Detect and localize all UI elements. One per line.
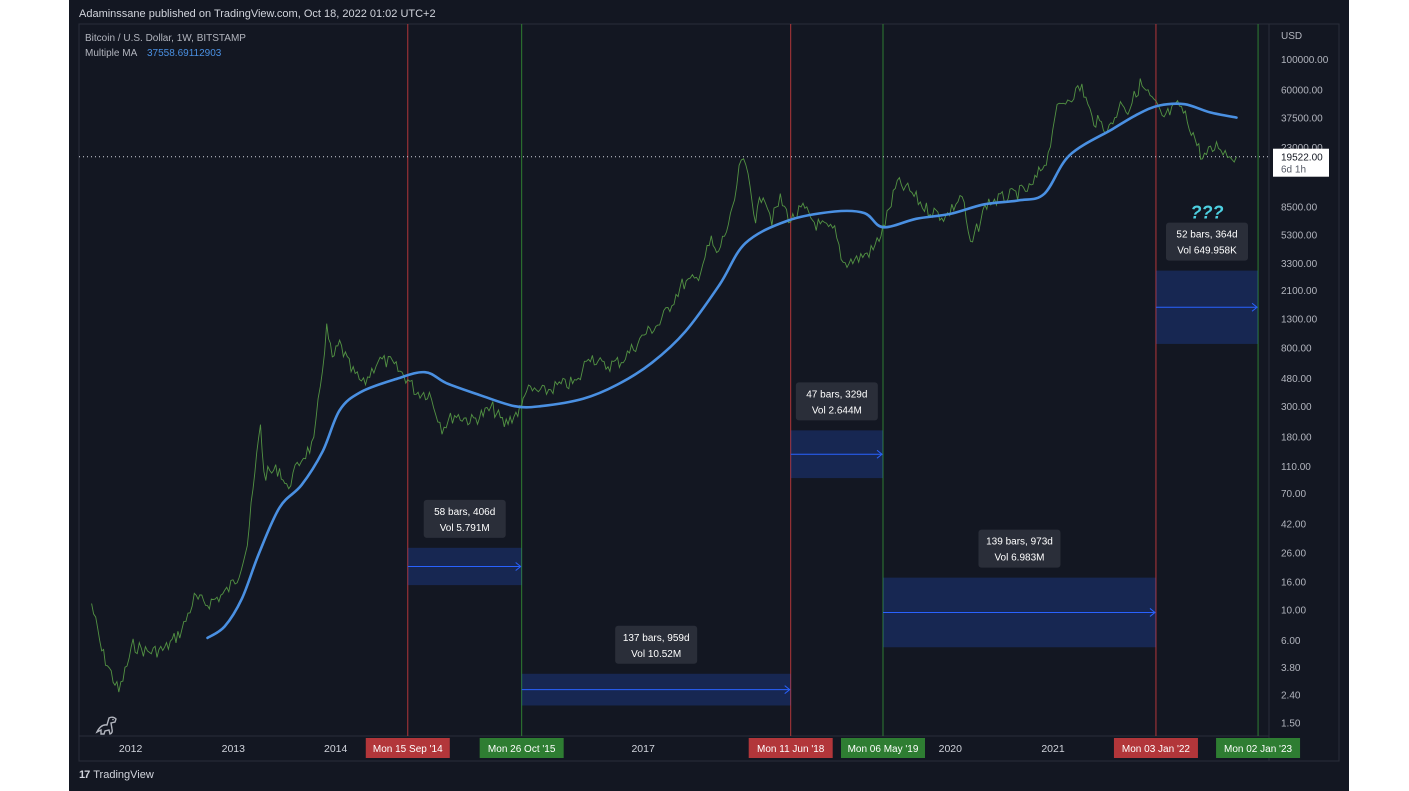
time-axis-marker-badge <box>365 738 450 758</box>
time-axis-tick-label: 2013 <box>222 743 246 755</box>
time-axis-tick-label: 2020 <box>939 743 963 755</box>
range-labels: 58 bars, 406d Vol 5.791M 137 bars, 959d Vol… <box>423 203 1249 664</box>
multiple-ma-line <box>206 102 1238 640</box>
question-annotation: ??? <box>1191 203 1224 223</box>
time-axis-tick-label: 2014 <box>324 743 348 755</box>
price-axis-tick-label: 23000.00 <box>1281 143 1323 154</box>
date-range-arrow-head <box>1251 302 1258 312</box>
price-axis-tick-label: 5300.00 <box>1281 231 1318 242</box>
price-axis-tick-label: 110.00 <box>1281 462 1311 473</box>
time-axis-marker-badge <box>748 738 833 758</box>
date-range-arrow-head <box>1149 608 1156 617</box>
price-axis-tick-label: 800.00 <box>1281 344 1312 355</box>
indicator-value: 37558.69112903 <box>147 48 222 59</box>
price-axis-tick-label: 100000.00 <box>1281 55 1329 66</box>
time-axis-marker-label: Mon 03 Jan '22 <box>1122 744 1191 755</box>
price-axis-tick-label: 300.00 <box>1281 402 1312 413</box>
bar-countdown: 6d 1h <box>1281 165 1306 176</box>
time-axis-marker-label: Mon 02 Jan '23 <box>1224 744 1293 755</box>
time-axis-marker-label: Mon 06 May '19 <box>848 744 919 755</box>
price-axis-tick-label: 6.00 <box>1281 636 1301 647</box>
date-range-volume-label: Vol 10.52M <box>631 649 681 660</box>
price-axis-tick-label: 8500.00 <box>1281 202 1318 213</box>
date-range-volume-label: Vol 5.791M <box>440 523 490 534</box>
price-axis-tick-label: 60000.00 <box>1281 86 1323 97</box>
time-axis-tick-label: 2021 <box>1041 743 1065 755</box>
price-axis-tick-label: 10.00 <box>1281 605 1306 616</box>
price-axis[interactable]: 100000.00 60000.00 37500.00 23000.00 8500.00… <box>1273 55 1329 730</box>
date-range-volume-label: Vol 6.983M <box>994 553 1044 564</box>
time-axis-marker-badge <box>479 738 564 758</box>
indicator-name: Multiple MA <box>85 48 138 59</box>
date-range-volume-label: Vol 649.958K <box>1177 246 1237 257</box>
symbol-title: Bitcoin / U.S. Dollar, 1W, BITSTAMP <box>85 33 246 44</box>
time-axis-tick-label: 2017 <box>631 743 655 755</box>
price-axis-tick-label: 37500.00 <box>1281 114 1323 125</box>
published-by-line: Adaminssane published on TradingView.com… <box>79 8 436 20</box>
currency-label: USD <box>1281 31 1302 42</box>
date-range-bars-label: 47 bars, 329d <box>806 389 867 400</box>
time-axis-marker-label: Mon 26 Oct '15 <box>488 744 556 755</box>
time-axis-tick-label: 2012 <box>119 743 143 755</box>
price-axis-tick-label: 2.40 <box>1281 691 1301 702</box>
date-range-label-box <box>615 625 698 664</box>
price-axis-tick-label: 16.00 <box>1281 577 1306 588</box>
date-range-arrow-head <box>876 449 883 459</box>
chart-pane <box>78 23 1340 762</box>
date-range-arrow-head <box>784 685 791 695</box>
price-axis-tick-label: 180.00 <box>1281 433 1312 444</box>
price-axis-tick-label: 480.00 <box>1281 374 1312 385</box>
price-axis-tick-label: 3300.00 <box>1281 259 1318 270</box>
price-series-line <box>91 78 1237 693</box>
price-axis-tick-label: 26.00 <box>1281 548 1306 559</box>
date-range-volume-label: Vol 2.644M <box>812 405 862 416</box>
last-price-value: 19522.00 <box>1281 153 1323 164</box>
tradingview-logo[interactable]: 17 TradingView <box>79 769 154 781</box>
time-axis[interactable]: 2012 2013 2014 2017 2020 2021 Mon 15 Sep '14 Mo… <box>119 738 1301 758</box>
price-axis-tick-label: 1.50 <box>1281 719 1301 730</box>
price-axis-tick-label: 2100.00 <box>1281 286 1318 297</box>
date-range-label-box <box>978 529 1061 568</box>
time-axis-marker-label: Mon 15 Sep '14 <box>373 744 443 755</box>
price-axis-tick-label: 3.80 <box>1281 663 1301 674</box>
price-axis-tick-label: 42.00 <box>1281 520 1306 531</box>
series-layer <box>91 78 1238 693</box>
date-range-label-box <box>795 382 878 421</box>
date-range-bars-label: 52 bars, 364d <box>1176 230 1237 241</box>
date-range-bars-label: 137 bars, 959d <box>623 633 690 644</box>
time-axis-marker-badge <box>840 738 925 758</box>
tradingview-mark-icon: 17 <box>79 769 90 781</box>
chart-frame: 100000.00 60000.00 37500.00 23000.00 8500.00… <box>69 0 1349 791</box>
date-range-bars-label: 58 bars, 406d <box>434 507 495 518</box>
date-range-arrow-head <box>515 562 522 571</box>
date-range-label-box <box>1166 222 1249 261</box>
date-range-bars-label: 139 bars, 973d <box>986 537 1053 548</box>
price-axis-tick-label: 70.00 <box>1281 489 1306 500</box>
last-price-badge <box>1273 148 1329 177</box>
time-axis-marker-badge <box>1113 738 1198 758</box>
time-axis-marker-badge <box>1216 738 1301 758</box>
date-range-label-box <box>423 499 506 538</box>
price-axis-tick-label: 1300.00 <box>1281 315 1318 326</box>
price-chart[interactable]: 100000.00 60000.00 37500.00 23000.00 8500.00… <box>69 0 1349 791</box>
dino-icon[interactable] <box>95 716 117 735</box>
time-axis-marker-label: Mon 11 Jun '18 <box>757 744 825 755</box>
tradingview-brand: TradingView <box>93 769 154 781</box>
date-range-boxes <box>407 270 1259 706</box>
